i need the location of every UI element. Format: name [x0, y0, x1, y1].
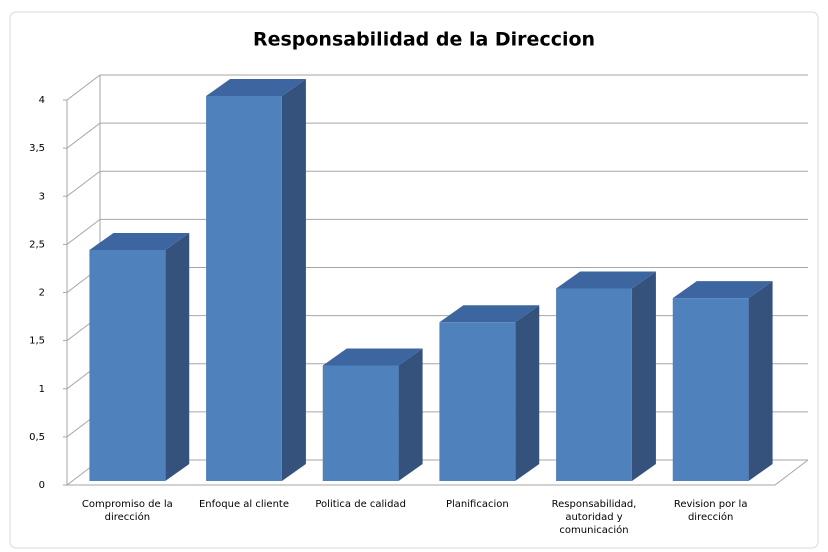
bar [439, 305, 540, 481]
bar [206, 79, 306, 481]
bar-side [631, 271, 656, 481]
bar-side [515, 305, 540, 481]
bar [556, 271, 656, 481]
y-tick-label: 0,5 [29, 432, 45, 443]
bar-front [89, 250, 166, 481]
bar-front [556, 288, 632, 481]
chart-title: Responsabilidad de la Direccion [253, 29, 595, 51]
x-tick-label: Politica de calidad [315, 499, 406, 510]
grid-line [63, 170, 808, 197]
bar-front [439, 322, 516, 481]
bar-top [556, 271, 656, 289]
bar-side [165, 233, 190, 481]
bar-front [206, 96, 282, 481]
bar-front [322, 365, 399, 481]
x-tick-label: Responsabilidad, autoridad y comunicació… [551, 499, 637, 536]
x-tick-label: Revision por la dirección [673, 499, 748, 523]
bar-side [281, 79, 306, 481]
y-tick-label: 2 [39, 288, 45, 299]
y-tick-label: 3 [39, 191, 45, 202]
bar [89, 233, 190, 481]
bar-side [748, 281, 773, 481]
bar-front [672, 298, 749, 481]
grid-line [63, 122, 808, 149]
y-tick-label: 4 [39, 95, 45, 106]
grid-line [63, 267, 808, 293]
x-tick-label: Enfoque al cliente [198, 499, 289, 510]
floor [67, 459, 809, 486]
grid-line [63, 218, 808, 245]
bar-top [322, 348, 423, 366]
bar-top [672, 281, 773, 299]
y-tick-label: 2,5 [29, 239, 45, 250]
y-tick-label: 0 [39, 480, 45, 491]
bar-top [206, 79, 306, 96]
bar-top [89, 233, 190, 250]
y-tick-label: 3,5 [29, 143, 45, 154]
y-tick-label: 1 [39, 384, 45, 395]
bar [672, 281, 773, 481]
bar [322, 348, 423, 481]
y-tick-label: 1,5 [29, 336, 45, 347]
grid-line [63, 74, 808, 101]
bar-side [398, 348, 423, 481]
x-tick-label: Planificacion [445, 499, 509, 510]
bar-top [439, 305, 540, 323]
x-tick-label: Compromiso de la dirección [81, 499, 173, 523]
